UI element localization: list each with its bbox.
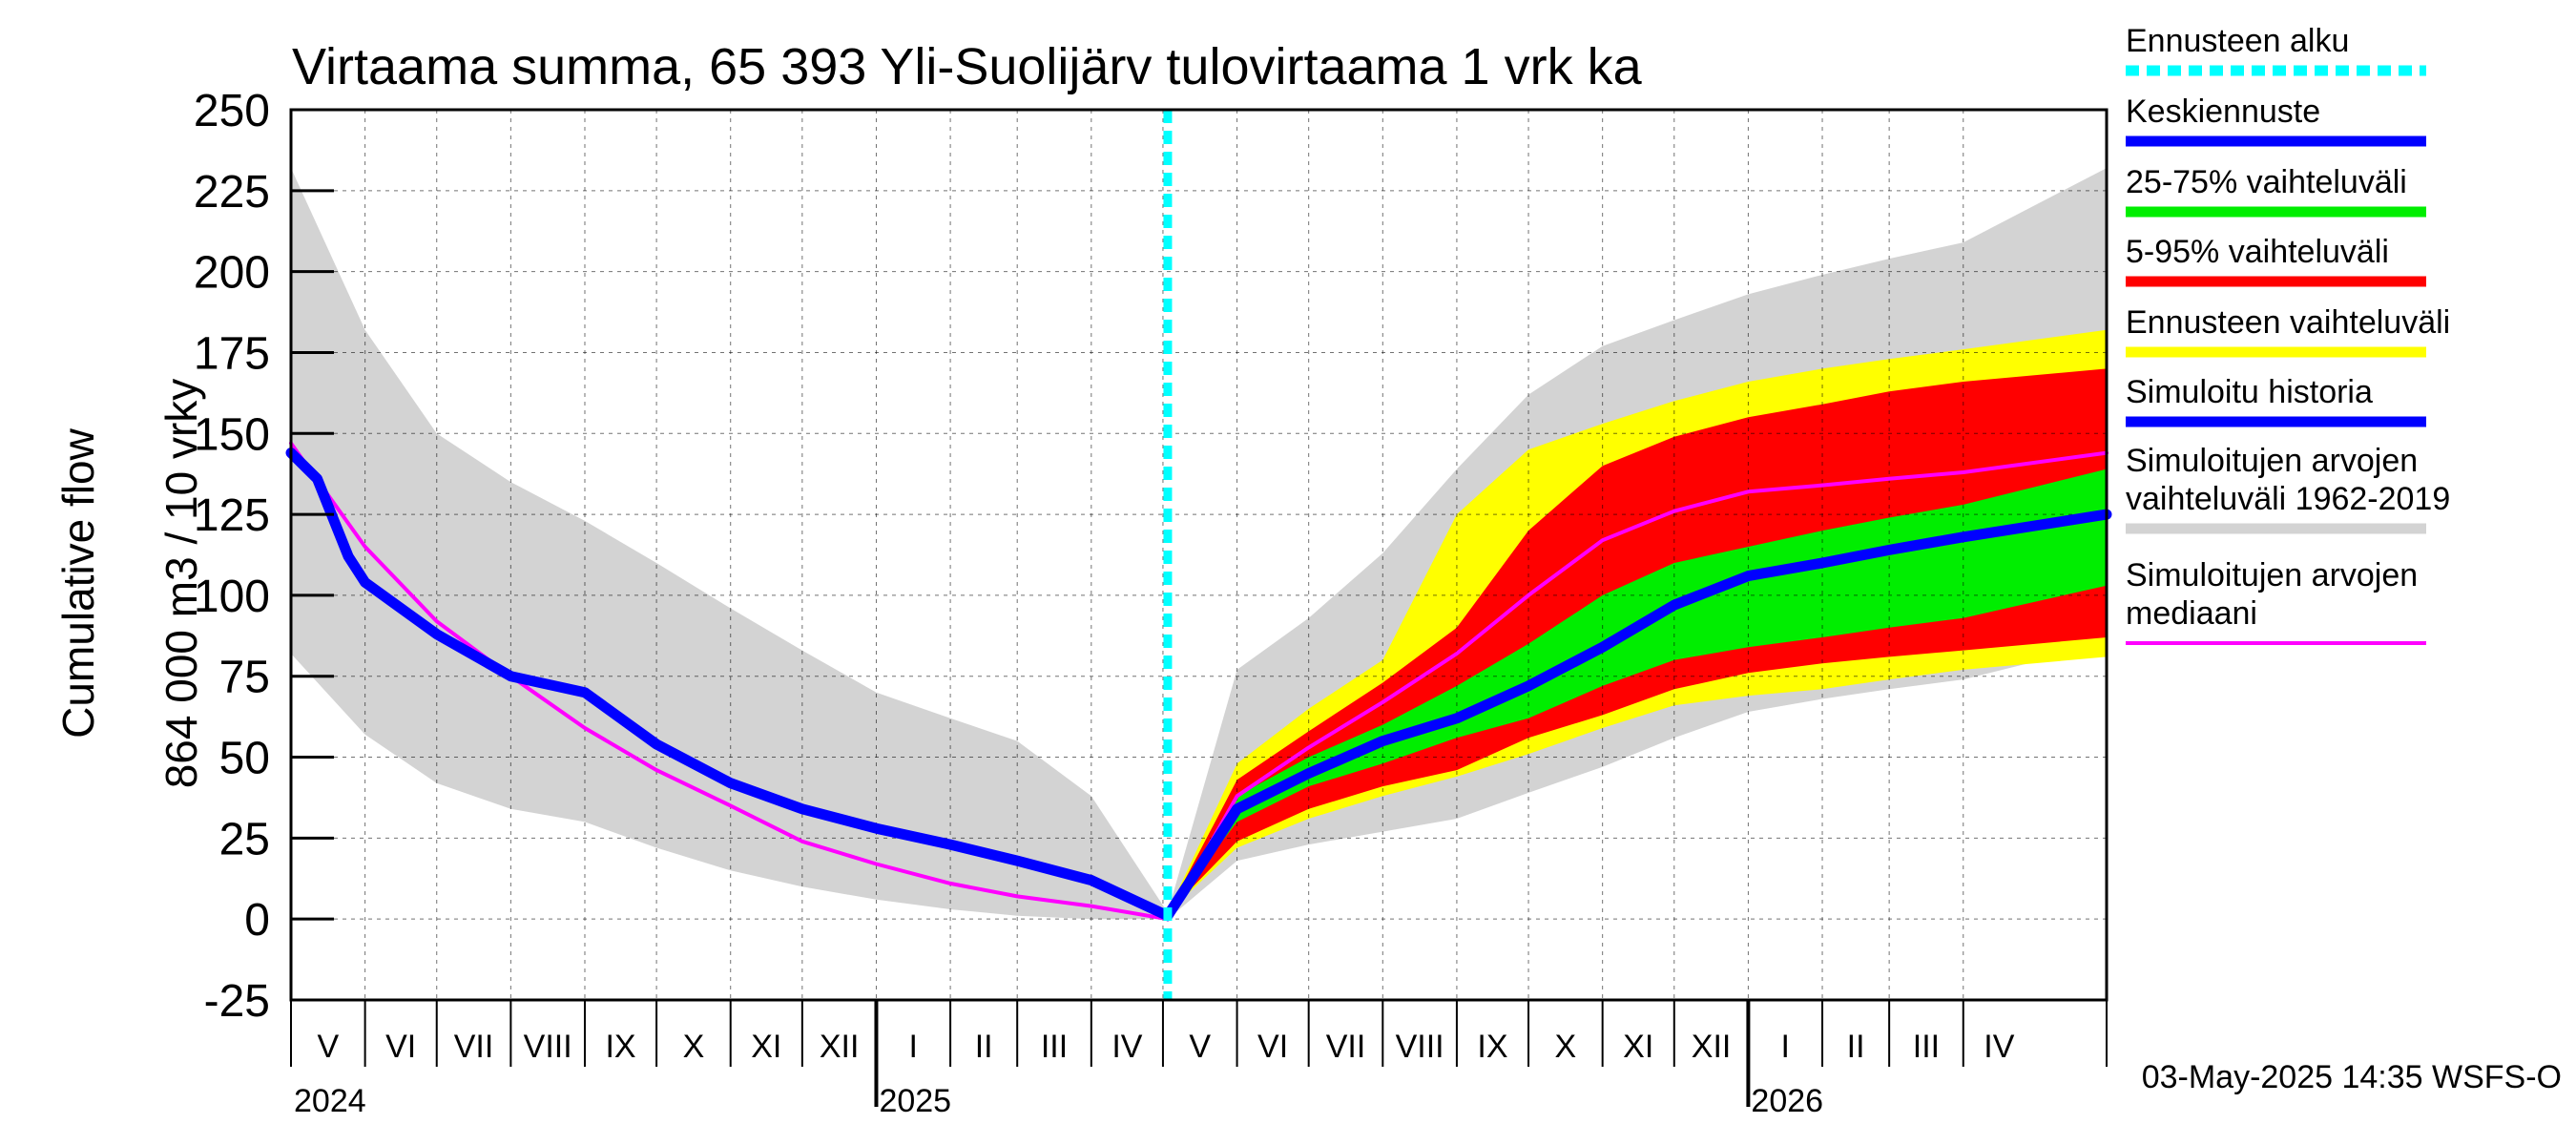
legend-label-0-0: Ennusteen alku <box>2126 23 2349 59</box>
month-label-5: X <box>683 1029 705 1065</box>
year-label-2: 2026 <box>1751 1083 1823 1119</box>
chart-title: Virtaama summa, 65 393 Yli-Suolijärv tul… <box>292 38 1643 95</box>
month-label-23: IV <box>1984 1029 2014 1065</box>
ytick-label-4: 150 <box>194 409 270 460</box>
month-label-2: VII <box>454 1029 494 1065</box>
month-label-20: I <box>1780 1029 1789 1065</box>
series-line-2 <box>1162 509 2112 922</box>
ytick-label-2: 200 <box>194 248 270 299</box>
legend-label-3-0: 5-95% vaihteluväli <box>2126 234 2389 270</box>
month-label-6: XI <box>751 1029 781 1065</box>
month-label-11: IV <box>1111 1029 1142 1065</box>
plot-area <box>285 109 2112 1001</box>
month-label-15: VIII <box>1396 1029 1444 1065</box>
band-0 <box>291 168 2107 920</box>
ytick-label-8: 50 <box>219 734 270 784</box>
band-3 <box>1167 468 2107 913</box>
month-label-9: II <box>975 1029 993 1065</box>
ytick-label-0: 250 <box>194 86 270 136</box>
ytick-label-3: 175 <box>194 328 270 379</box>
month-label-12: V <box>1189 1029 1211 1065</box>
legend-label-7-0: Simuloitujen arvojen <box>2126 557 2418 593</box>
legend-label-1-0: Keskiennuste <box>2126 94 2320 130</box>
month-label-4: IX <box>605 1029 635 1065</box>
month-label-18: XI <box>1623 1029 1653 1065</box>
ytick-label-7: 75 <box>219 653 270 703</box>
month-label-3: VIII <box>524 1029 572 1065</box>
ytick-label-9: 25 <box>219 814 270 864</box>
month-label-0: V <box>317 1029 339 1065</box>
year-label-0: 2024 <box>294 1083 366 1119</box>
legend-label-4-0: Ennusteen vaihteluväli <box>2126 304 2450 341</box>
legend-label-6-0: Simuloitujen arvojen <box>2126 443 2418 479</box>
month-label-17: X <box>1555 1029 1577 1065</box>
ytick-label-10: 0 <box>244 895 270 946</box>
month-label-21: II <box>1847 1029 1865 1065</box>
ytick-label-6: 100 <box>194 572 270 622</box>
month-label-14: VII <box>1326 1029 1366 1065</box>
y-axis-label-1: 864 000 m3 / 10 vrky <box>156 379 206 789</box>
month-label-8: I <box>909 1029 918 1065</box>
axes: 2502252001751501251007550250-25Cumulativ… <box>53 86 2109 1119</box>
legend-label-6-1: vaihteluväli 1962-2019 <box>2126 481 2450 517</box>
year-label-1: 2025 <box>879 1083 951 1119</box>
month-label-13: VI <box>1257 1029 1288 1065</box>
ytick-label-5: 125 <box>194 490 270 541</box>
month-label-7: XII <box>820 1029 860 1065</box>
ytick-label-11: -25 <box>204 976 270 1027</box>
month-label-19: XII <box>1692 1029 1732 1065</box>
footer-timestamp: 03-May-2025 14:35 WSFS-O <box>2142 1059 2562 1095</box>
y-axis-label-0: Cumulative flow <box>53 427 103 738</box>
plot-frame <box>289 108 2109 1002</box>
month-label-16: IX <box>1477 1029 1507 1065</box>
month-label-10: III <box>1041 1029 1068 1065</box>
ytick-label-1: 225 <box>194 167 270 218</box>
legend-label-2-0: 25-75% vaihteluväli <box>2126 164 2407 200</box>
series-line-1 <box>285 448 1174 922</box>
legend: Ennusteen alku Keskiennuste 25-75% vaihtel… <box>2126 23 2450 645</box>
legend-label-5-0: Simuloitu historia <box>2126 374 2373 410</box>
month-label-1: VI <box>385 1029 416 1065</box>
legend-label-7-1: mediaani <box>2126 595 2257 632</box>
month-label-22: III <box>1913 1029 1940 1065</box>
